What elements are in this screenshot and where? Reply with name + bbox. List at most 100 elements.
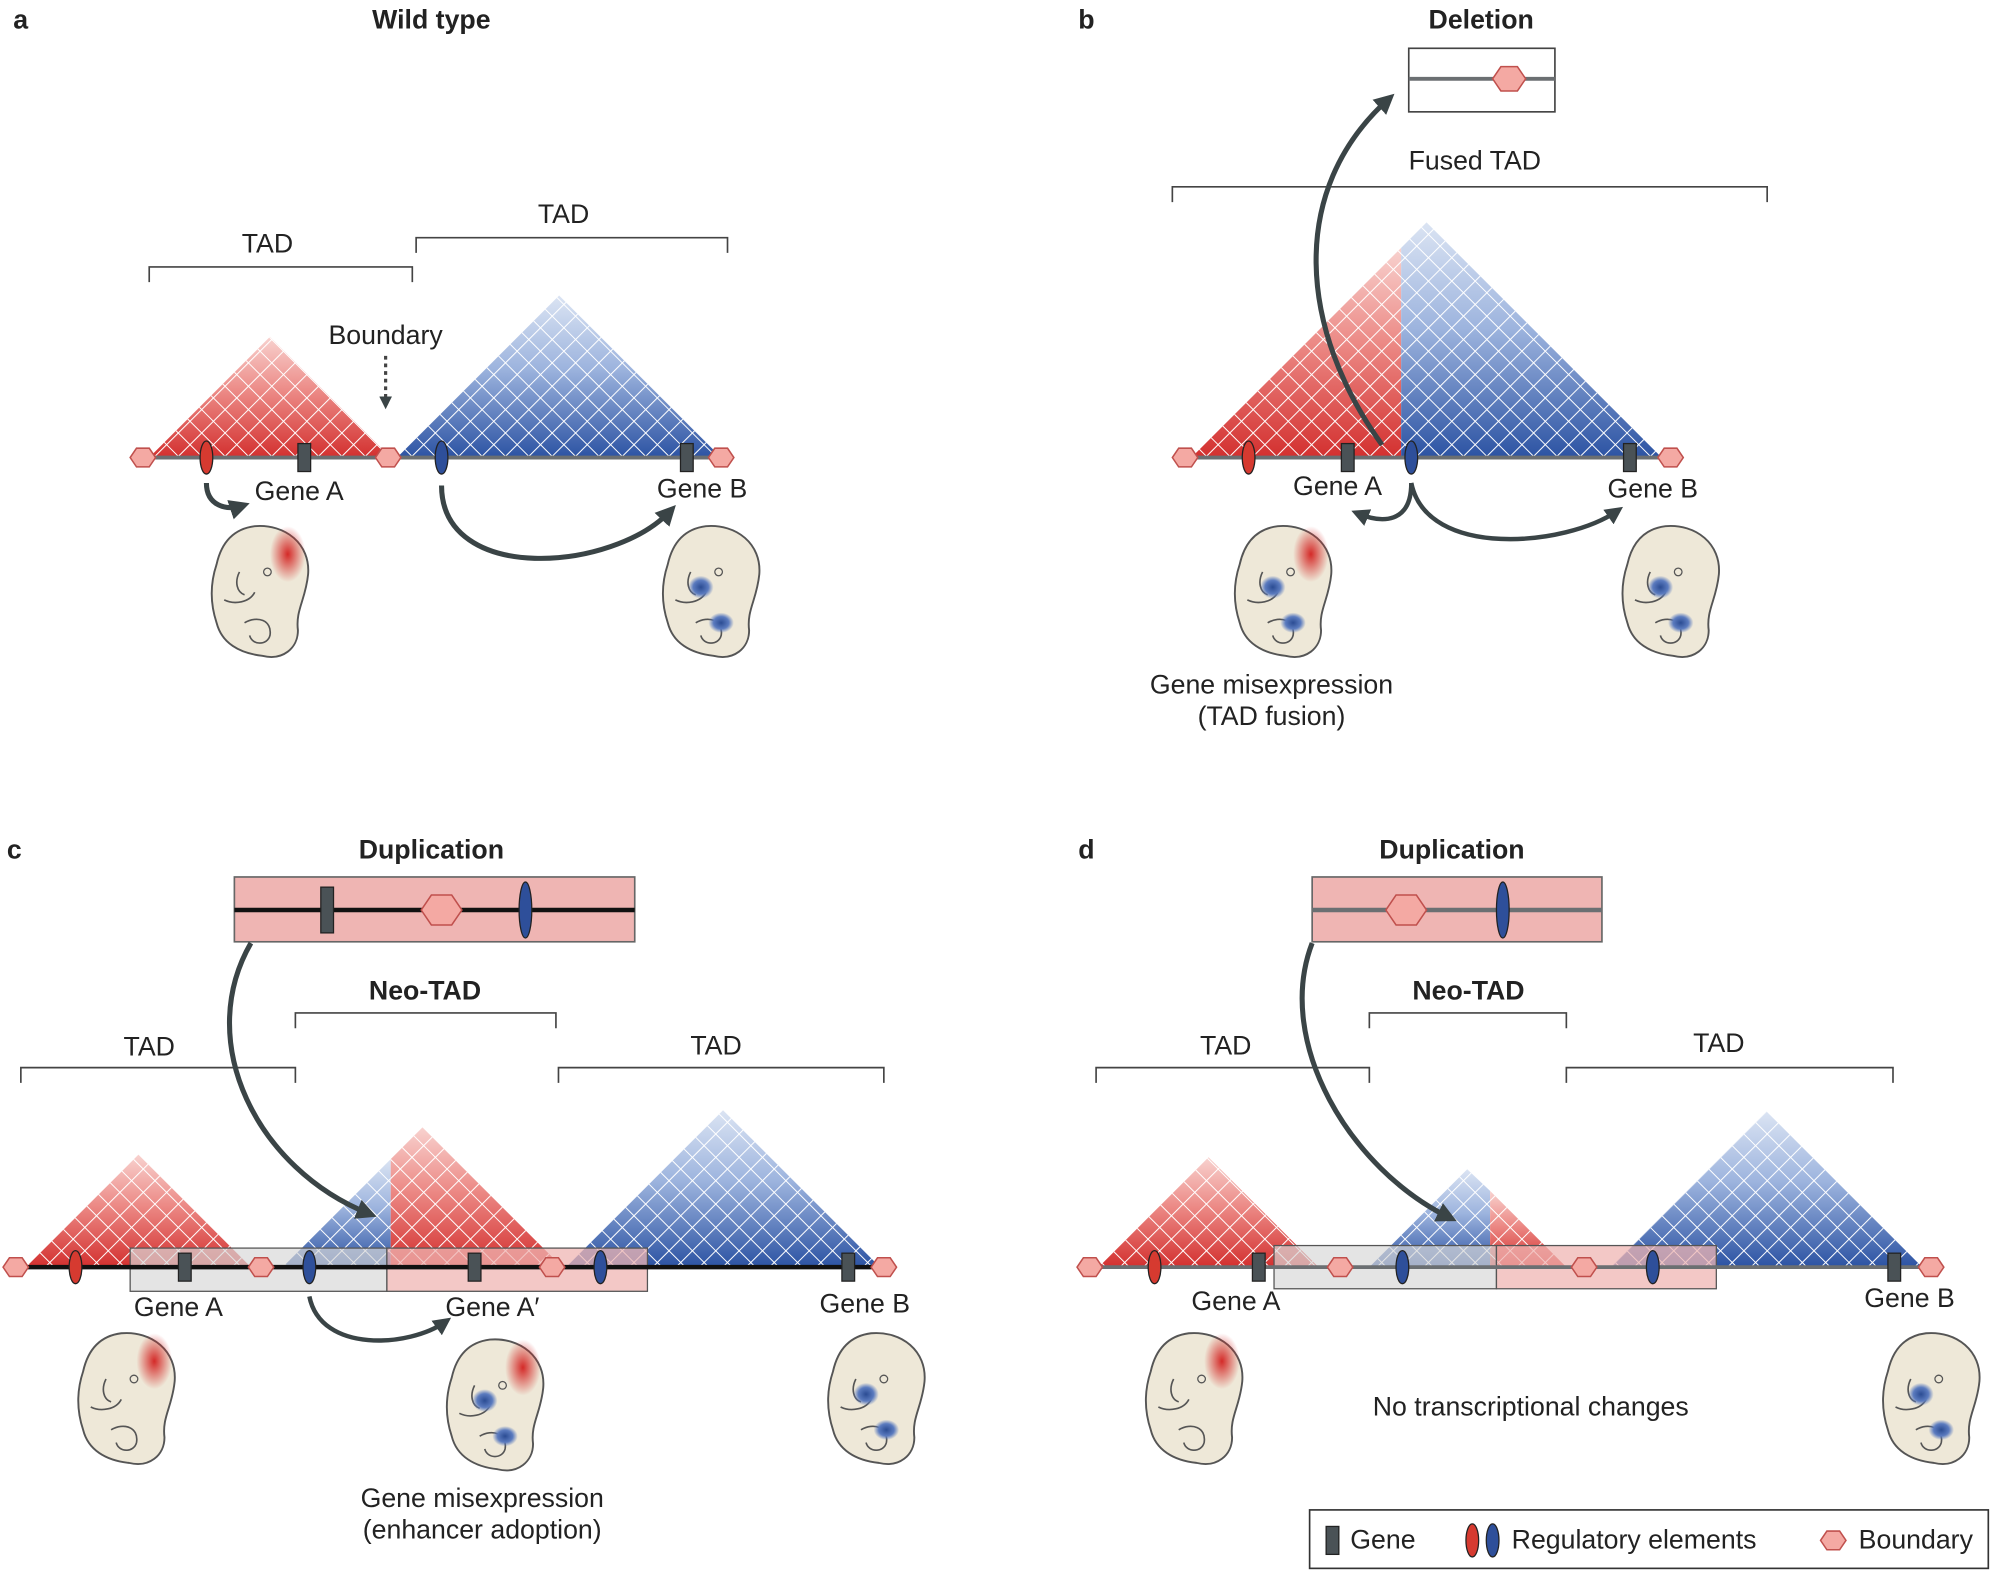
panel-title: Deletion <box>1429 5 1534 35</box>
boundary-icon <box>1917 1257 1945 1278</box>
embryo <box>210 525 310 658</box>
panel-letter: b <box>1078 5 1094 35</box>
arrow <box>439 485 676 561</box>
regulatory-element <box>1465 1523 1480 1558</box>
gene-icon <box>1622 442 1637 473</box>
tad-label: TAD <box>538 199 589 229</box>
tad-label: TAD <box>690 1030 741 1060</box>
legend-label: Regulatory elements <box>1512 1525 1757 1555</box>
gene-label: Gene B <box>1608 474 1699 504</box>
expression-blue <box>873 1419 900 1441</box>
panel-title: Duplication <box>1379 835 1524 865</box>
tad-bracket <box>1565 1066 1894 1083</box>
tad-bracket <box>148 266 414 283</box>
gene-icon <box>177 1252 192 1282</box>
embryo-detail <box>1158 1378 1206 1451</box>
legend-label: Boundary <box>1859 1525 1974 1555</box>
tad-bracket <box>20 1066 297 1083</box>
tad-bracket <box>294 1012 557 1029</box>
expression-blue <box>1280 612 1306 633</box>
boundary-icon <box>1384 894 1428 926</box>
expression-red <box>505 1339 541 1396</box>
tad-bracket <box>415 236 729 253</box>
tad-grid <box>390 1127 563 1268</box>
gene-label: Gene A <box>1293 471 1382 501</box>
embryo <box>1882 1332 1981 1465</box>
caption: No transcriptional changes <box>1373 1391 1689 1421</box>
panel-letter: c <box>7 835 22 865</box>
arrow <box>1313 93 1395 447</box>
arrow <box>1351 482 1414 526</box>
embryo <box>1145 1332 1244 1465</box>
expression-blue <box>1668 612 1694 633</box>
regulatory-element <box>434 440 449 475</box>
caption: Gene misexpression <box>1150 669 1393 699</box>
expression-blue <box>1647 575 1674 599</box>
gene-icon <box>841 1252 856 1282</box>
tad-grid <box>1369 1169 1491 1268</box>
expression-blue <box>472 1389 498 1413</box>
regulatory-element <box>1395 1249 1410 1285</box>
expression-blue <box>853 1382 879 1406</box>
caption: (enhancer adoption) <box>363 1515 602 1545</box>
caption: (TAD fusion) <box>1198 701 1346 731</box>
embryo-eye <box>498 1380 507 1390</box>
legend-label: Gene <box>1350 1525 1415 1555</box>
boundary-icon <box>374 447 402 468</box>
regulatory-element <box>518 881 533 939</box>
gene-icon <box>1251 1252 1266 1282</box>
gene-label: Gene A′ <box>445 1292 539 1322</box>
regulatory-element <box>1147 1249 1162 1285</box>
gene-icon <box>297 442 312 473</box>
expression-red <box>1293 526 1329 583</box>
embryo-eye <box>1934 1374 1944 1384</box>
regulatory-element <box>199 440 214 475</box>
gene-icon <box>320 886 335 934</box>
boundary-label: Boundary <box>328 320 443 350</box>
regulatory-element <box>593 1249 608 1285</box>
tad-grid <box>149 336 391 458</box>
boundary-icon <box>870 1257 898 1278</box>
embryo-eye <box>1286 567 1295 577</box>
tad-bracket <box>1095 1066 1371 1083</box>
boundary-icon <box>538 1257 566 1278</box>
arrow <box>226 941 377 1219</box>
embryo-detail <box>223 571 271 644</box>
tad-grid <box>25 1154 251 1268</box>
embryo-eye <box>879 1374 889 1384</box>
embryo-eye <box>714 567 724 577</box>
expression-blue <box>1260 575 1286 599</box>
embryo-eye <box>129 1374 139 1384</box>
gene-icon <box>679 442 694 473</box>
boundary-icon <box>420 894 463 926</box>
arrow <box>203 482 250 520</box>
boundary-icon <box>707 447 735 468</box>
tad-grid <box>566 1110 881 1268</box>
embryo <box>77 1332 176 1465</box>
tad-grid <box>1401 222 1662 458</box>
embryo <box>1233 525 1333 658</box>
boundary-icon <box>1491 65 1527 92</box>
caption: Gene misexpression <box>361 1483 604 1513</box>
boundary-icon <box>1171 447 1199 468</box>
embryo-eye <box>1673 567 1683 577</box>
tad-grid <box>1610 1111 1923 1268</box>
embryo <box>827 1332 926 1465</box>
embryo <box>445 1338 545 1472</box>
expression-red <box>1204 1333 1240 1390</box>
gene-icon <box>1340 442 1355 473</box>
regulatory-element <box>1495 881 1510 939</box>
tad-grid <box>1098 1157 1319 1268</box>
boundary-icon <box>1819 1530 1847 1551</box>
panel-letter: d <box>1078 835 1094 865</box>
gene-label: Gene B <box>820 1288 911 1318</box>
tad-label: TAD <box>1200 1030 1251 1060</box>
boundary-icon <box>1570 1257 1598 1278</box>
tad-label: Neo-TAD <box>1412 976 1524 1006</box>
boundary-icon <box>247 1257 275 1278</box>
expression-blue <box>688 575 714 599</box>
gene-label: Gene A <box>1191 1286 1280 1316</box>
regulatory-element <box>1645 1249 1660 1285</box>
embryo <box>1621 525 1720 658</box>
